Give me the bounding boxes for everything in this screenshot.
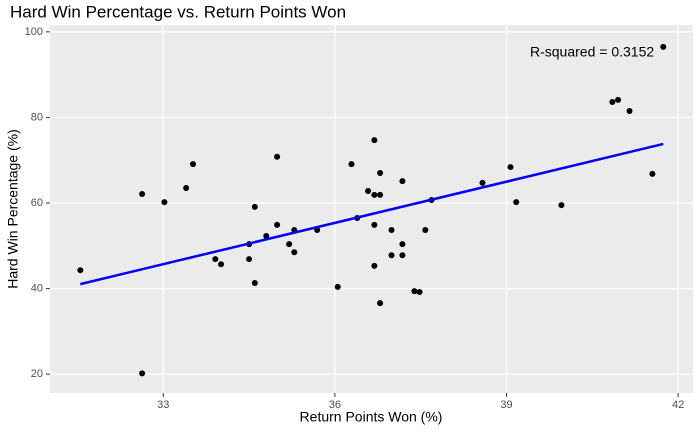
y-tick-label: 40 [31, 282, 43, 294]
chart-title: Hard Win Percentage vs. Return Points Wo… [10, 2, 346, 21]
point [212, 256, 219, 263]
point [218, 261, 225, 268]
fit-line [80, 142, 664, 286]
point [274, 221, 281, 228]
point [291, 249, 298, 256]
point [615, 96, 622, 103]
point [388, 252, 395, 259]
y-tick-label: 80 [31, 111, 43, 123]
point [609, 99, 616, 106]
x-tick-label: 39 [500, 399, 512, 411]
y-axis-label: Hard Win Percentage (%) [5, 129, 21, 289]
point [388, 226, 395, 233]
point [660, 43, 667, 50]
x-tick-label: 42 [672, 399, 684, 411]
point [626, 108, 633, 115]
y-tick-label: 60 [31, 197, 43, 209]
point [377, 170, 384, 177]
point [190, 161, 197, 168]
point [139, 191, 146, 198]
point [274, 153, 281, 160]
point [286, 241, 293, 248]
point [649, 170, 656, 177]
point [334, 283, 341, 290]
point [77, 267, 84, 274]
point [251, 280, 258, 287]
point [183, 185, 190, 192]
point [411, 288, 418, 295]
point [348, 161, 355, 168]
point [422, 226, 429, 233]
point [399, 252, 406, 259]
point [558, 202, 565, 209]
y-tick-label: 20 [31, 368, 43, 380]
point [377, 300, 384, 307]
point [507, 164, 514, 171]
point [513, 199, 520, 206]
annotation: R-squared = 0.3152 [530, 44, 654, 60]
point [416, 289, 423, 296]
y-tick-label: 100 [25, 26, 43, 38]
point [399, 178, 406, 185]
point [246, 256, 253, 263]
point [139, 370, 146, 377]
panel [50, 25, 693, 393]
point [371, 137, 378, 144]
x-tick-label: 33 [157, 399, 169, 411]
point [371, 262, 378, 269]
x-axis-label: Return Points Won (%) [300, 409, 443, 425]
point [161, 199, 168, 206]
point [399, 241, 406, 248]
point [371, 191, 378, 198]
point [377, 191, 384, 198]
point [263, 232, 270, 239]
x-tick-label: 36 [329, 399, 341, 411]
point [365, 188, 372, 195]
point [371, 221, 378, 228]
point [479, 179, 486, 186]
point [251, 203, 258, 210]
